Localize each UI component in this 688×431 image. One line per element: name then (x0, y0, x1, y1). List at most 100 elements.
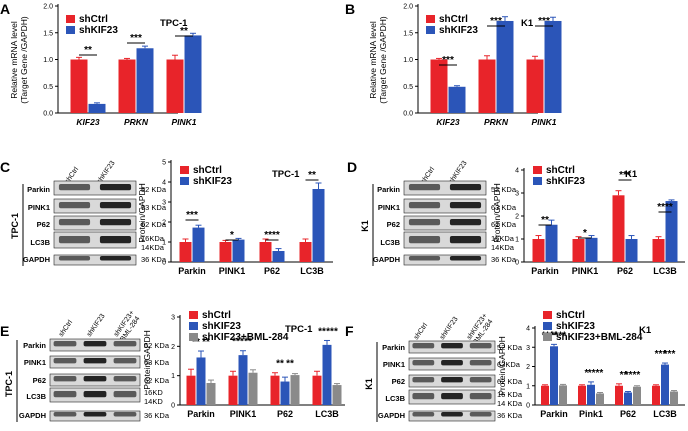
kda-label: 14 KDa (497, 399, 523, 408)
legend-swatch (189, 322, 198, 330)
sig-mark: *** (130, 33, 142, 44)
legend-entry: shKIF23 (546, 176, 585, 187)
legend-swatch (543, 322, 552, 330)
blot-band (412, 360, 435, 366)
legend-entry: shKIF23+BML-284 (556, 332, 643, 343)
blot-band (99, 256, 132, 261)
bar-shkif23-kif23 (448, 86, 466, 113)
blot-band (58, 202, 91, 209)
protein-label: P62 (33, 376, 46, 385)
protein-label: Parkin (27, 185, 50, 194)
sig-mark: * (583, 228, 587, 239)
protein-label: LC3B (385, 394, 405, 403)
kda-label: 63 KDa (491, 203, 517, 212)
y-tick-label: 2 (515, 214, 519, 221)
legend-swatch (533, 177, 542, 185)
x-tick-label: PRKN (124, 117, 149, 127)
sig-mark: *** (442, 55, 454, 66)
bar-shctrl-p62 (259, 242, 272, 262)
chart-title: K1 (639, 325, 652, 336)
cell-line-label: TPC-1 (4, 371, 14, 397)
chart-title: TPC-1 (160, 18, 188, 29)
bar-shctrl-pink1 (578, 385, 586, 405)
blot-band (53, 358, 77, 364)
blot-band (412, 377, 435, 383)
bar-shctrl-parkin (541, 385, 549, 405)
sig-mark: **** (264, 230, 280, 241)
bar-shkif23-parkin (192, 227, 205, 262)
x-tick-label: LC3B (315, 409, 339, 419)
legend-entry: shCtrl (193, 165, 222, 176)
legend-swatch (189, 311, 198, 319)
sig-mark: *** (490, 16, 502, 27)
bar-shkif23-pink1 (585, 237, 598, 262)
kda-label: 14KDa (491, 243, 515, 252)
y-tick-label: 1.5 (403, 30, 413, 37)
y-tick-label: 1 (171, 373, 175, 380)
bar-shkif23-pink1 (232, 239, 245, 262)
blot-band (449, 184, 482, 191)
bar-shkif23-parkin (550, 346, 558, 405)
kda-label: 62 KDa (141, 220, 167, 229)
bar-shctrl-prkn (118, 59, 136, 113)
bar-shctrl-pink1 (228, 375, 238, 405)
blot-band (469, 393, 492, 400)
lane-label: shKIF23 (439, 316, 460, 341)
sig-mark: *** (232, 337, 244, 348)
sig-mark: *** (655, 349, 667, 360)
sig-mark: *** (326, 326, 338, 337)
y-tick-label: 2 (162, 220, 166, 227)
blot-band (441, 393, 463, 400)
y-tick-label: 0.0 (403, 111, 413, 118)
y-axis-label: Protein/GAPDH (137, 183, 147, 243)
kda-label: 16KD (144, 388, 163, 397)
bar-shctrl-pink1 (526, 59, 544, 113)
protein-label: LC3B (380, 238, 400, 247)
protein-label: GAPDH (23, 255, 50, 264)
protein-label: P62 (37, 220, 50, 229)
sig-mark: ** (620, 370, 628, 381)
sig-mark: ** (318, 326, 326, 337)
x-tick-label: PINK1 (572, 266, 599, 276)
x-tick-label: P62 (620, 409, 636, 419)
blot-band (408, 219, 441, 226)
y-tick-label: 1 (526, 383, 530, 390)
blot-band (408, 184, 441, 191)
blot-band (53, 341, 77, 347)
protein-label: P62 (387, 220, 400, 229)
blot-band (83, 358, 107, 364)
kda-label: 63KDa (497, 360, 521, 369)
bar-shctrl-parkin (179, 242, 192, 262)
blot-band (441, 343, 463, 349)
y-tick-label: 2.0 (403, 4, 413, 11)
protein-label: PINK1 (383, 360, 405, 369)
blot-band (113, 341, 137, 347)
blot-band (113, 412, 137, 417)
y-axis-label: Relative mRNA level(Target Gene /GAPDH) (368, 16, 388, 104)
y-tick-label: 2 (526, 364, 530, 371)
blot-band (99, 219, 132, 226)
y-tick-label: 4 (162, 180, 166, 187)
bar-shkif23-pink1 (587, 384, 595, 405)
chart-title: K1 (521, 18, 534, 29)
blot-band (412, 343, 435, 349)
bar-shctrl-parkin (532, 239, 545, 262)
kda-label: 52 KDa (497, 343, 523, 352)
sig-mark: ** (84, 45, 92, 56)
blot-band (113, 391, 137, 398)
sig-mark: *** (619, 170, 631, 181)
protein-label: PINK1 (28, 203, 50, 212)
legend-entry: shCtrl (79, 14, 108, 25)
bar-shkif23-parkin (196, 357, 206, 405)
blot-band (412, 412, 435, 417)
blot-band (469, 412, 492, 417)
sig-mark: ** (308, 170, 316, 181)
bar-shkif23-kif23 (88, 103, 106, 113)
lane-label: shCtrl (413, 322, 429, 341)
kda-label: 36 KDa (497, 411, 523, 420)
y-tick-label: 0 (171, 403, 175, 410)
